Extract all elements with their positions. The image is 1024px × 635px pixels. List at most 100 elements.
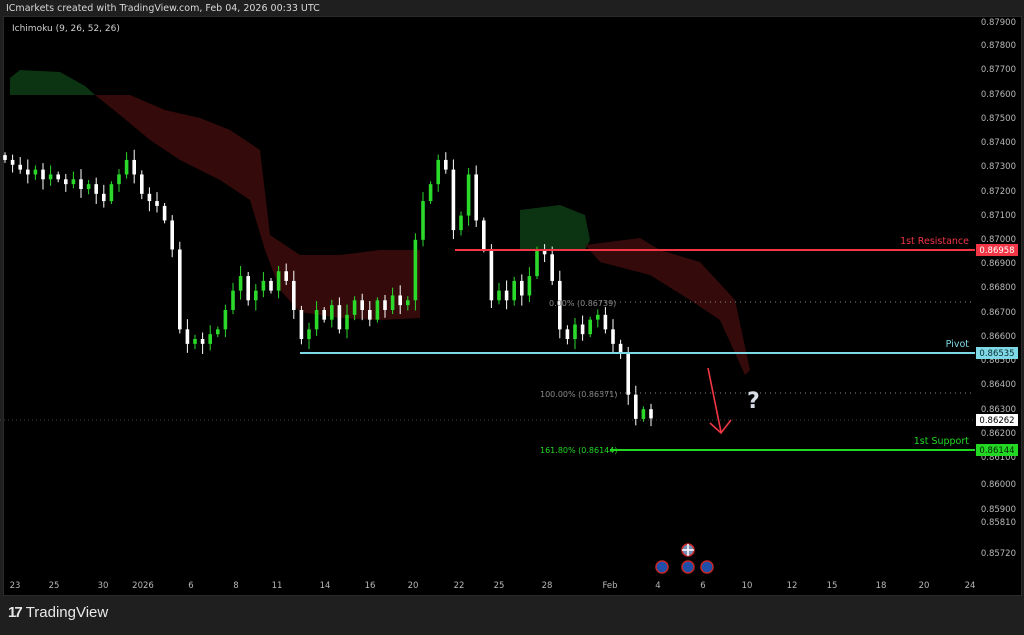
candle-body bbox=[618, 343, 623, 354]
candle-body bbox=[375, 300, 380, 320]
support-label: 1st Support bbox=[914, 436, 970, 447]
price-tick: 0.87900 bbox=[981, 18, 1016, 28]
time-axis[interactable]: 23 25 30 2026 6 8 11 14 16 20 22 25 28 Feb 4 6 10 12 15 18 2… bbox=[10, 581, 976, 591]
current-price: 0.86262 bbox=[979, 416, 1014, 426]
time-tick: 14 bbox=[320, 581, 331, 591]
candle bbox=[56, 171, 60, 183]
candle bbox=[512, 276, 516, 306]
candle bbox=[33, 165, 38, 180]
time-tick: 23 bbox=[10, 581, 21, 591]
candle-body bbox=[307, 329, 311, 340]
price-tick: 0.85900 bbox=[981, 505, 1016, 515]
candle bbox=[178, 241, 182, 334]
candle bbox=[497, 282, 501, 305]
candle-body bbox=[246, 276, 250, 301]
candle bbox=[223, 304, 228, 338]
candle-body bbox=[482, 220, 486, 250]
time-tick: 25 bbox=[494, 581, 505, 591]
candle-body bbox=[216, 329, 220, 335]
candle-body bbox=[489, 249, 494, 301]
candle bbox=[375, 297, 380, 323]
time-tick: 28 bbox=[542, 581, 553, 591]
candle-body bbox=[428, 184, 433, 202]
fib-1618-label: 161.80% (0.86144) bbox=[540, 446, 617, 455]
tradingview-logo-icon: 17 bbox=[8, 604, 23, 621]
eu-flag-icon[interactable] bbox=[700, 560, 714, 574]
price-tick: 0.87400 bbox=[981, 138, 1016, 148]
time-tick: 22 bbox=[454, 581, 465, 591]
resistance-price-tag: 0.86958 bbox=[976, 244, 1018, 256]
ichimoku-cloud bbox=[10, 70, 750, 375]
candle-body bbox=[71, 179, 76, 185]
candle bbox=[261, 271, 266, 298]
time-tick: 25 bbox=[49, 581, 60, 591]
price-tick: 0.86300 bbox=[981, 405, 1016, 415]
candle bbox=[444, 152, 448, 174]
candle bbox=[520, 274, 524, 306]
price-tick: 0.87500 bbox=[981, 114, 1016, 124]
chart-header: ICmarkets created with TradingView.com, … bbox=[6, 3, 320, 14]
price-tick: 0.86200 bbox=[981, 429, 1016, 439]
candle-body bbox=[238, 276, 243, 291]
candle-body bbox=[261, 280, 266, 291]
candle bbox=[18, 157, 22, 174]
candle bbox=[634, 385, 638, 426]
uk-flag-icon[interactable] bbox=[681, 543, 695, 557]
question-mark: ? bbox=[747, 389, 760, 414]
candle bbox=[162, 203, 167, 224]
candle bbox=[284, 263, 288, 286]
price-tick: 0.87200 bbox=[981, 187, 1016, 197]
candle bbox=[314, 301, 319, 336]
candle-body bbox=[352, 300, 357, 315]
candle-body bbox=[64, 179, 68, 185]
candle-body bbox=[451, 169, 456, 231]
candle-body bbox=[231, 290, 235, 310]
candle bbox=[360, 293, 364, 321]
candle bbox=[558, 270, 562, 339]
current-price-tag: 0.86262 bbox=[976, 414, 1018, 426]
time-tick: 15 bbox=[827, 581, 838, 591]
candle-body bbox=[208, 334, 212, 344]
candle-body bbox=[117, 174, 121, 185]
candle bbox=[368, 301, 372, 327]
time-tick: 24 bbox=[965, 581, 976, 591]
cloud-green-2 bbox=[520, 205, 590, 250]
price-axis[interactable]: 0.87900 0.87800 0.87700 0.87600 0.87500 0.874… bbox=[981, 18, 1016, 559]
candle-body bbox=[512, 280, 516, 301]
candle bbox=[474, 165, 478, 227]
candle-body bbox=[314, 309, 319, 330]
candle-body bbox=[292, 280, 296, 310]
candle bbox=[406, 296, 410, 311]
time-tick: 8 bbox=[233, 581, 238, 591]
price-tick: 0.87000 bbox=[981, 235, 1016, 245]
candle-body bbox=[588, 319, 592, 335]
candle bbox=[117, 169, 121, 192]
pivot-label: Pivot bbox=[946, 339, 970, 350]
candle bbox=[292, 270, 296, 319]
candle bbox=[603, 307, 608, 334]
candle-body bbox=[155, 201, 159, 206]
candle bbox=[504, 280, 509, 310]
candle bbox=[383, 294, 387, 318]
time-tick: 16 bbox=[365, 581, 376, 591]
candle bbox=[641, 406, 646, 422]
candle-body bbox=[284, 271, 288, 281]
candle bbox=[48, 165, 53, 186]
candle-body bbox=[26, 169, 30, 175]
candle-body bbox=[140, 174, 144, 194]
candle bbox=[618, 339, 623, 359]
candle-body bbox=[94, 184, 98, 194]
candle-body bbox=[360, 300, 364, 310]
candle bbox=[140, 170, 144, 200]
candle bbox=[337, 297, 342, 334]
price-chart[interactable]: 0.00% (0.86739) 100.00% (0.86371) 161.80… bbox=[0, 0, 1024, 600]
eu-flag-icon[interactable] bbox=[681, 560, 695, 574]
candle-body bbox=[330, 305, 334, 320]
candle-body bbox=[421, 201, 425, 240]
ichimoku-legend[interactable]: Ichimoku (9, 26, 52, 26) bbox=[12, 24, 120, 34]
candle-body bbox=[200, 339, 205, 344]
eu-flag-icon[interactable] bbox=[655, 560, 669, 574]
candle-body bbox=[649, 409, 653, 419]
candle bbox=[390, 287, 395, 315]
fib-0-label: 0.00% (0.86739) bbox=[549, 299, 616, 308]
